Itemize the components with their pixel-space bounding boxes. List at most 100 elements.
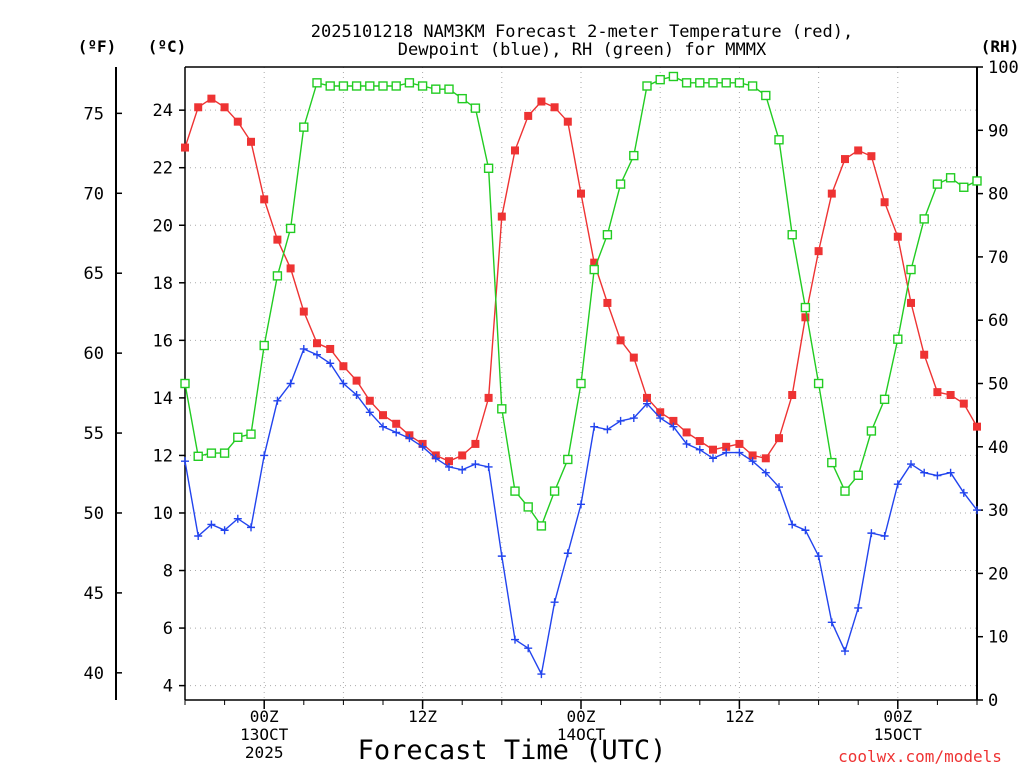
celsius-tick-label-16: 16 (153, 331, 173, 351)
temperature-point-0 (181, 143, 189, 152)
temperature-point-24 (497, 212, 506, 221)
rh-point-60 (972, 176, 982, 186)
dewpoint-point-12 (339, 379, 348, 388)
fahrenheit-tick-label-70: 70 (84, 184, 104, 204)
rh-point-56 (919, 214, 929, 224)
dewpoint-point-6 (260, 451, 269, 460)
celsius-tick-label-6: 6 (163, 619, 173, 639)
rh-point-37 (668, 71, 679, 82)
rh-point-10 (312, 78, 322, 88)
rh-point-27 (536, 521, 547, 531)
dewpoint-point-17 (405, 434, 414, 443)
temperature-point-7 (273, 235, 282, 244)
time-tick-label-12-1: 13OCT (240, 725, 289, 744)
temperature-point-59 (959, 399, 968, 408)
rh-point-11 (325, 81, 335, 91)
series-dewpoint (181, 344, 981, 679)
temperature-point-35 (643, 393, 651, 402)
rh-point-18 (417, 81, 428, 91)
series-layer (180, 71, 982, 679)
time-tick-label-48-0: 12Z (725, 707, 754, 726)
dewpoint-point-0 (181, 457, 189, 466)
time-tick-label-60-0: 00Z (883, 707, 912, 726)
dewpoint-point-35 (643, 399, 651, 408)
time-tick-label-60-1: 15OCT (874, 725, 923, 744)
rh-point-28 (549, 486, 560, 496)
series-rh (180, 71, 982, 531)
rh-axis: 0 10 20 30 40 50 60 70 80 90 100 (977, 58, 1019, 711)
dewpoint-point-45 (775, 483, 783, 492)
rh-point-46 (787, 230, 797, 240)
rh-point-47 (800, 302, 811, 313)
rh-point-29 (563, 454, 573, 465)
celsius-tick-label-24: 24 (153, 101, 173, 121)
temperature-point-5 (247, 137, 255, 146)
temperature-point-25 (511, 146, 519, 155)
temperature-point-31 (590, 258, 599, 267)
dewpoint-point-46 (788, 520, 797, 529)
celsius-tick-label-8: 8 (163, 562, 173, 582)
rh-point-36 (655, 74, 665, 85)
temperature-point-2 (207, 94, 216, 103)
rh-tick-label-50: 50 (988, 375, 1008, 395)
temperature-point-11 (326, 344, 335, 353)
rh-line (184, 75, 978, 528)
dewpoint-point-22 (471, 460, 480, 469)
dewpoint-point-37 (669, 422, 678, 431)
temperature-point-29 (563, 117, 572, 126)
temperature-point-52 (867, 152, 876, 161)
dewpoint-point-57 (933, 471, 942, 480)
rh-tick-label-100: 100 (988, 58, 1019, 78)
rh-tick-label-80: 80 (988, 185, 1008, 205)
chart-title-line-2: Dewpoint (blue), RH (green) for MMMX (398, 40, 767, 60)
rh-tick-label-90: 90 (988, 121, 1008, 141)
temperature-point-37 (669, 416, 678, 425)
dewpoint-point-41 (722, 448, 731, 457)
celsius-tick-label-20: 20 (153, 216, 173, 236)
time-tick-label-36-0: 00Z (567, 707, 596, 726)
temperature-point-4 (233, 117, 242, 126)
rh-point-42 (734, 78, 745, 88)
temperature-point-21 (458, 451, 467, 460)
dewpoint-point-49 (827, 618, 836, 627)
fahrenheit-tick-label-50: 50 (84, 504, 104, 524)
dewpoint-point-40 (709, 454, 717, 463)
rh-point-6 (259, 340, 269, 351)
rh-point-15 (378, 81, 388, 91)
rh-point-58 (945, 173, 956, 183)
rh-point-53 (879, 394, 890, 405)
temperature-point-44 (761, 454, 770, 463)
dewpoint-point-31 (590, 422, 599, 431)
fahrenheit-axis: 40 45 50 55 60 65 70 75 (84, 104, 122, 684)
temperature-point-32 (603, 298, 612, 307)
temperature-point-34 (629, 353, 638, 362)
celsius-tick-label-4: 4 (163, 677, 173, 697)
dewpoint-point-1 (194, 531, 203, 540)
temperature-point-48 (814, 247, 823, 256)
rh-point-22 (470, 103, 481, 113)
dewpoint-point-25 (511, 635, 519, 644)
fahrenheit-tick-label-45: 45 (84, 584, 104, 604)
temperature-point-30 (577, 189, 585, 198)
dewpoint-point-4 (233, 514, 242, 523)
rh-point-8 (285, 223, 296, 234)
rh-point-24 (497, 404, 507, 414)
dewpoint-point-27 (537, 670, 546, 679)
fahrenheit-tick-label-75: 75 (84, 104, 104, 124)
fahrenheit-tick-label-60: 60 (84, 344, 104, 364)
rh-tick-label-0: 0 (988, 691, 998, 711)
temperature-point-55 (907, 298, 915, 307)
temperature-point-8 (286, 264, 295, 273)
temperature-point-43 (748, 451, 757, 460)
celsius-tick-label-22: 22 (153, 159, 173, 179)
dewpoint-point-29 (563, 549, 572, 558)
celsius-tick-label-12: 12 (153, 446, 173, 466)
dewpoint-point-7 (273, 396, 282, 405)
dewpoint-point-47 (801, 526, 810, 535)
rh-point-3 (219, 448, 230, 458)
grid (184, 67, 978, 700)
dewpoint-point-18 (418, 442, 427, 451)
dewpoint-point-33 (616, 416, 625, 425)
dewpoint-point-38 (682, 439, 691, 448)
temperature-point-45 (775, 434, 783, 443)
